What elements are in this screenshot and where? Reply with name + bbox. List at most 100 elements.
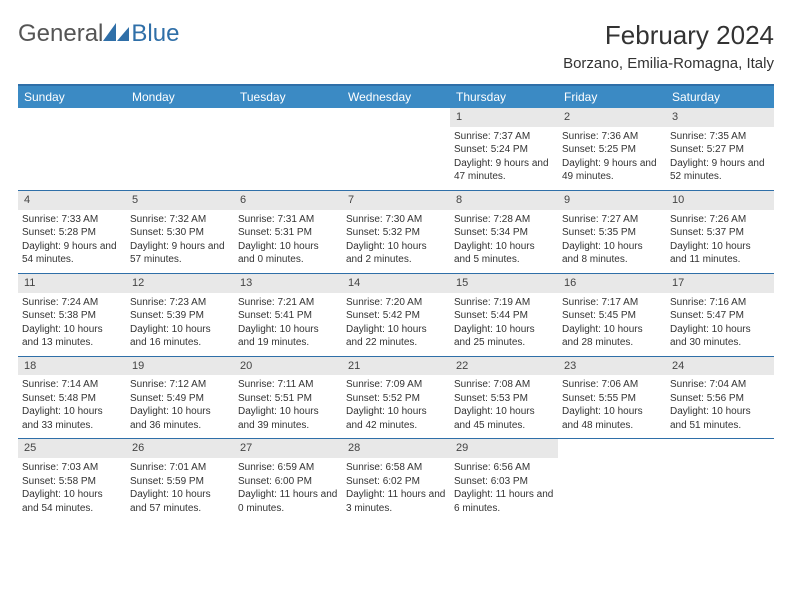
day-cell: . — [342, 108, 450, 190]
sunset-text: Sunset: 5:55 PM — [562, 392, 662, 406]
daylight-text: Daylight: 11 hours and 3 minutes. — [346, 488, 446, 515]
brand-logo: General Blue — [18, 20, 179, 48]
sunset-text: Sunset: 5:37 PM — [670, 226, 770, 240]
daylight-text: Daylight: 10 hours and 57 minutes. — [130, 488, 230, 515]
sunrise-text: Sunrise: 7:08 AM — [454, 378, 554, 392]
day-cell: . — [18, 108, 126, 190]
sunrise-text: Sunrise: 7:21 AM — [238, 296, 338, 310]
daylight-text: Daylight: 11 hours and 6 minutes. — [454, 488, 554, 515]
day-number: 5 — [126, 191, 234, 210]
location-subtitle: Borzano, Emilia-Romagna, Italy — [563, 55, 774, 72]
sunset-text: Sunset: 5:31 PM — [238, 226, 338, 240]
daylight-text: Daylight: 9 hours and 57 minutes. — [130, 240, 230, 267]
day-cell: 12Sunrise: 7:23 AMSunset: 5:39 PMDayligh… — [126, 274, 234, 356]
sunrise-text: Sunrise: 7:01 AM — [130, 461, 230, 475]
weeks-container: ....1Sunrise: 7:37 AMSunset: 5:24 PMDayl… — [18, 108, 774, 521]
day-number: 3 — [666, 108, 774, 127]
sunrise-text: Sunrise: 7:37 AM — [454, 130, 554, 144]
day-cell: 26Sunrise: 7:01 AMSunset: 5:59 PMDayligh… — [126, 439, 234, 521]
daylight-text: Daylight: 10 hours and 5 minutes. — [454, 240, 554, 267]
sunrise-text: Sunrise: 7:24 AM — [22, 296, 122, 310]
day-cell: 3Sunrise: 7:35 AMSunset: 5:27 PMDaylight… — [666, 108, 774, 190]
week-row: 4Sunrise: 7:33 AMSunset: 5:28 PMDaylight… — [18, 190, 774, 273]
day-number: 8 — [450, 191, 558, 210]
day-number: 19 — [126, 357, 234, 376]
weekday-header: Sunday — [18, 86, 126, 108]
day-cell: . — [558, 439, 666, 521]
sunset-text: Sunset: 5:56 PM — [670, 392, 770, 406]
daylight-text: Daylight: 9 hours and 47 minutes. — [454, 157, 554, 184]
day-cell: 20Sunrise: 7:11 AMSunset: 5:51 PMDayligh… — [234, 357, 342, 439]
day-cell: . — [126, 108, 234, 190]
day-number: 27 — [234, 439, 342, 458]
day-cell: 15Sunrise: 7:19 AMSunset: 5:44 PMDayligh… — [450, 274, 558, 356]
day-number: 6 — [234, 191, 342, 210]
day-number: 2 — [558, 108, 666, 127]
daylight-text: Daylight: 10 hours and 45 minutes. — [454, 405, 554, 432]
sunset-text: Sunset: 5:47 PM — [670, 309, 770, 323]
sunset-text: Sunset: 5:28 PM — [22, 226, 122, 240]
sunrise-text: Sunrise: 7:06 AM — [562, 378, 662, 392]
day-number: 16 — [558, 274, 666, 293]
sunset-text: Sunset: 5:38 PM — [22, 309, 122, 323]
day-number: 17 — [666, 274, 774, 293]
day-cell: 24Sunrise: 7:04 AMSunset: 5:56 PMDayligh… — [666, 357, 774, 439]
daylight-text: Daylight: 10 hours and 13 minutes. — [22, 323, 122, 350]
daylight-text: Daylight: 10 hours and 36 minutes. — [130, 405, 230, 432]
day-cell: 10Sunrise: 7:26 AMSunset: 5:37 PMDayligh… — [666, 191, 774, 273]
day-number: 13 — [234, 274, 342, 293]
daylight-text: Daylight: 10 hours and 48 minutes. — [562, 405, 662, 432]
sunrise-text: Sunrise: 7:20 AM — [346, 296, 446, 310]
calendar: SundayMondayTuesdayWednesdayThursdayFrid… — [18, 84, 774, 521]
brand-part2: Blue — [131, 20, 179, 48]
day-number: 7 — [342, 191, 450, 210]
sunrise-text: Sunrise: 7:03 AM — [22, 461, 122, 475]
day-cell: 18Sunrise: 7:14 AMSunset: 5:48 PMDayligh… — [18, 357, 126, 439]
day-cell: 5Sunrise: 7:32 AMSunset: 5:30 PMDaylight… — [126, 191, 234, 273]
sunset-text: Sunset: 5:42 PM — [346, 309, 446, 323]
day-cell: 4Sunrise: 7:33 AMSunset: 5:28 PMDaylight… — [18, 191, 126, 273]
day-number: 21 — [342, 357, 450, 376]
day-cell: . — [234, 108, 342, 190]
day-cell: 9Sunrise: 7:27 AMSunset: 5:35 PMDaylight… — [558, 191, 666, 273]
sunrise-text: Sunrise: 6:59 AM — [238, 461, 338, 475]
sunrise-text: Sunrise: 7:11 AM — [238, 378, 338, 392]
daylight-text: Daylight: 10 hours and 11 minutes. — [670, 240, 770, 267]
day-cell: 6Sunrise: 7:31 AMSunset: 5:31 PMDaylight… — [234, 191, 342, 273]
logo-sail-icon — [103, 20, 129, 38]
sunrise-text: Sunrise: 7:27 AM — [562, 213, 662, 227]
day-number: 22 — [450, 357, 558, 376]
sunset-text: Sunset: 5:41 PM — [238, 309, 338, 323]
day-cell: 11Sunrise: 7:24 AMSunset: 5:38 PMDayligh… — [18, 274, 126, 356]
sunrise-text: Sunrise: 7:14 AM — [22, 378, 122, 392]
day-cell: 25Sunrise: 7:03 AMSunset: 5:58 PMDayligh… — [18, 439, 126, 521]
week-row: 18Sunrise: 7:14 AMSunset: 5:48 PMDayligh… — [18, 356, 774, 439]
day-cell: 21Sunrise: 7:09 AMSunset: 5:52 PMDayligh… — [342, 357, 450, 439]
day-number: 29 — [450, 439, 558, 458]
sunset-text: Sunset: 5:32 PM — [346, 226, 446, 240]
sunrise-text: Sunrise: 7:32 AM — [130, 213, 230, 227]
day-number: 15 — [450, 274, 558, 293]
daylight-text: Daylight: 10 hours and 30 minutes. — [670, 323, 770, 350]
sunset-text: Sunset: 5:44 PM — [454, 309, 554, 323]
daylight-text: Daylight: 10 hours and 22 minutes. — [346, 323, 446, 350]
day-cell: . — [666, 439, 774, 521]
day-number: 12 — [126, 274, 234, 293]
day-number: 4 — [18, 191, 126, 210]
day-cell: 29Sunrise: 6:56 AMSunset: 6:03 PMDayligh… — [450, 439, 558, 521]
day-number: 25 — [18, 439, 126, 458]
sunset-text: Sunset: 5:45 PM — [562, 309, 662, 323]
weekday-header-row: SundayMondayTuesdayWednesdayThursdayFrid… — [18, 86, 774, 108]
sunrise-text: Sunrise: 7:09 AM — [346, 378, 446, 392]
sunset-text: Sunset: 5:59 PM — [130, 475, 230, 489]
daylight-text: Daylight: 10 hours and 51 minutes. — [670, 405, 770, 432]
sunrise-text: Sunrise: 7:36 AM — [562, 130, 662, 144]
sunrise-text: Sunrise: 7:04 AM — [670, 378, 770, 392]
daylight-text: Daylight: 10 hours and 42 minutes. — [346, 405, 446, 432]
day-cell: 13Sunrise: 7:21 AMSunset: 5:41 PMDayligh… — [234, 274, 342, 356]
sunrise-text: Sunrise: 7:17 AM — [562, 296, 662, 310]
day-cell: 14Sunrise: 7:20 AMSunset: 5:42 PMDayligh… — [342, 274, 450, 356]
sunset-text: Sunset: 6:00 PM — [238, 475, 338, 489]
month-title: February 2024 — [563, 20, 774, 51]
daylight-text: Daylight: 10 hours and 25 minutes. — [454, 323, 554, 350]
